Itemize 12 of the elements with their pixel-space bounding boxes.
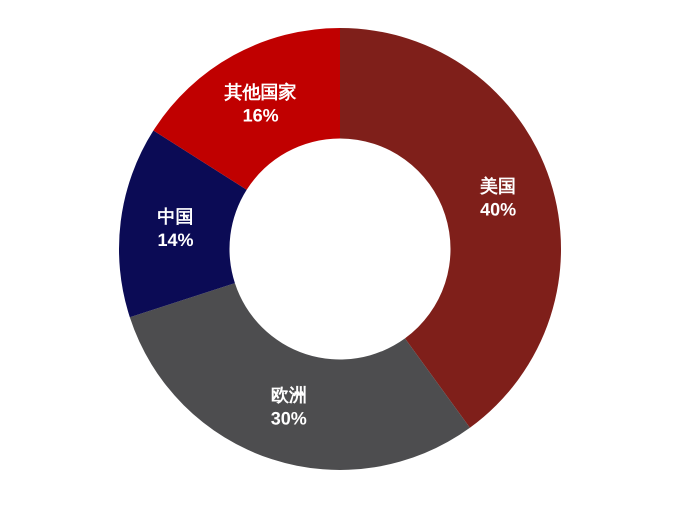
donut-slice <box>119 130 247 318</box>
donut-slice <box>130 283 470 470</box>
data-label: 40% <box>480 199 516 220</box>
data-label: 30% <box>270 408 307 428</box>
data-label: 14% <box>158 230 194 250</box>
donut-slice <box>340 28 561 428</box>
slice-label: 美国 <box>479 176 516 196</box>
data-label: 16% <box>242 105 279 126</box>
slice-label: 中国 <box>158 206 194 226</box>
donut-slice <box>153 28 340 190</box>
slice-label: 欧洲 <box>270 384 307 405</box>
slice-label: 其他国家 <box>224 82 297 102</box>
